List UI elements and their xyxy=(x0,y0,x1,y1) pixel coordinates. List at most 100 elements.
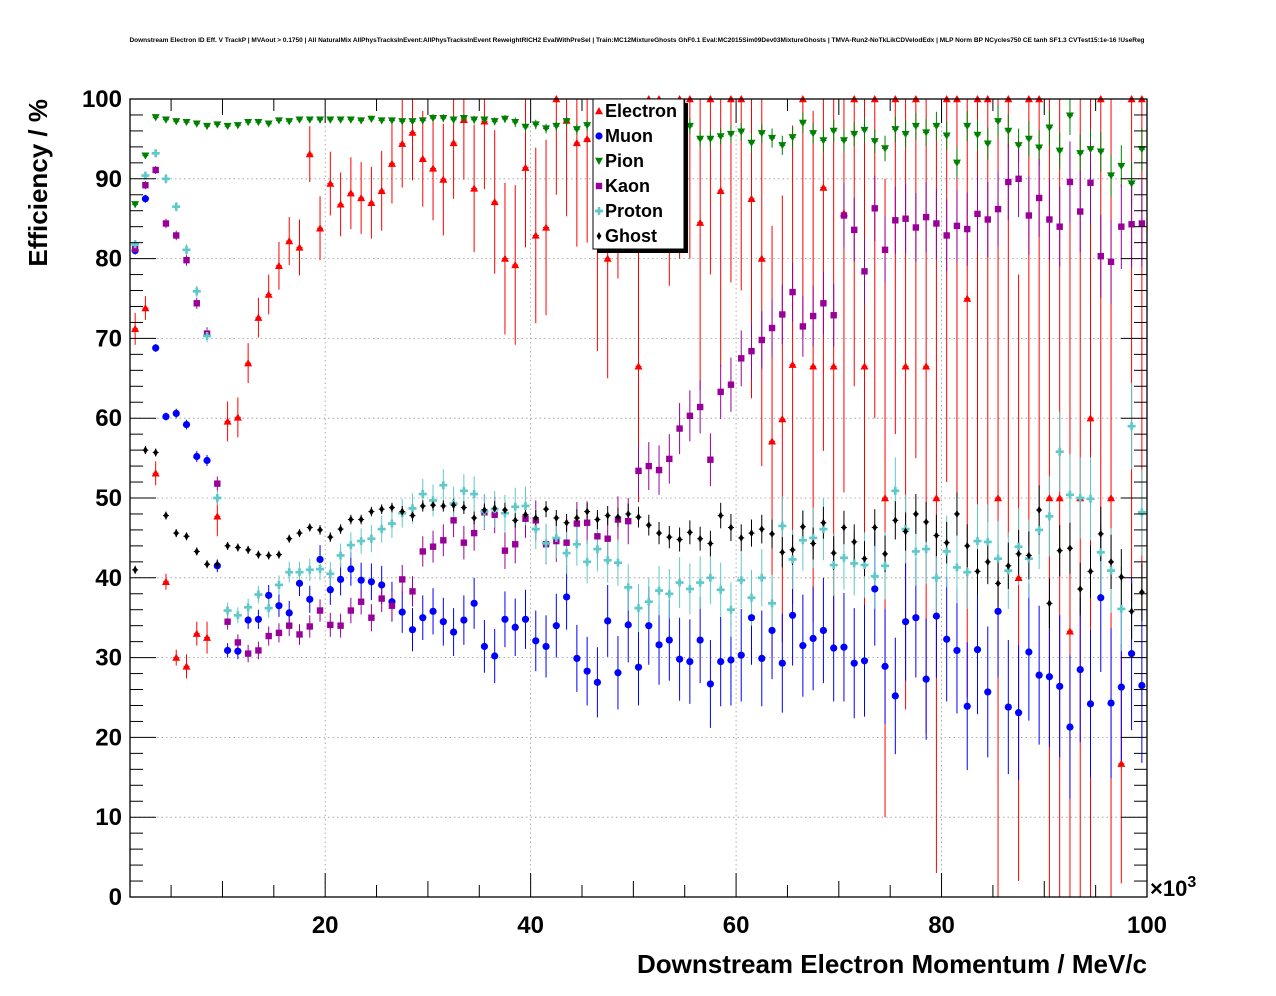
kaon-point xyxy=(347,607,355,614)
pion-point xyxy=(562,118,571,126)
proton-point xyxy=(798,536,807,545)
kaon-point xyxy=(1066,178,1074,186)
proton-point xyxy=(161,174,170,183)
legend-label-pion: Pion xyxy=(605,151,644,171)
kaon-point xyxy=(994,205,1002,213)
x-axis-multiplier: ×103 xyxy=(1150,874,1196,901)
pion-point xyxy=(942,132,951,140)
proton-point xyxy=(952,563,961,572)
ghost-point xyxy=(625,509,631,518)
pion-point xyxy=(922,129,931,137)
proton-point xyxy=(634,604,643,613)
muon-point xyxy=(306,595,314,603)
muon-point xyxy=(984,688,992,696)
electron-point xyxy=(1065,627,1074,635)
kaon-point xyxy=(789,288,796,296)
pion-point xyxy=(1086,146,1095,154)
proton-point xyxy=(778,521,787,530)
muon-point xyxy=(871,585,879,593)
ghost-point xyxy=(944,538,950,547)
ghost-point xyxy=(738,533,744,542)
muon-point xyxy=(470,599,478,607)
proton-point xyxy=(583,557,592,566)
muon-point xyxy=(1107,699,1115,707)
muon-point xyxy=(819,626,828,635)
proton-point xyxy=(233,611,242,620)
proton-point xyxy=(706,573,715,582)
kaon-point xyxy=(357,598,365,605)
legend-box xyxy=(592,98,685,250)
muon-point xyxy=(912,614,920,622)
ghost-point xyxy=(543,505,549,514)
ghost-point xyxy=(327,533,333,542)
muon-point xyxy=(244,616,252,624)
proton-point xyxy=(819,525,828,534)
electron-point xyxy=(408,128,417,136)
pion-point xyxy=(901,130,910,139)
proton-point xyxy=(326,569,335,578)
ghost-point xyxy=(862,554,867,563)
electron-point xyxy=(572,138,581,147)
y-tick-label: 40 xyxy=(95,565,122,592)
pion-point xyxy=(583,122,592,130)
pion-point xyxy=(829,127,838,135)
ghost-point xyxy=(708,539,713,548)
pion-point xyxy=(1024,135,1033,143)
y-tick-label: 100 xyxy=(82,86,122,113)
y-axis-title: Efficiency / % xyxy=(23,99,53,267)
muon-point xyxy=(1035,671,1043,679)
ghost-point xyxy=(461,503,467,512)
ghost-point xyxy=(451,501,456,510)
kaon-point xyxy=(131,245,139,253)
pion-point xyxy=(131,201,140,209)
kaon-point xyxy=(645,462,652,470)
proton-point xyxy=(531,525,540,534)
x-axis-title: Downstream Electron Momentum / MeV/c xyxy=(637,949,1147,979)
ghost-point xyxy=(235,543,241,552)
muon-point xyxy=(830,644,838,652)
muon-point xyxy=(614,669,622,677)
pion-point xyxy=(1004,127,1013,135)
ghost-point xyxy=(615,513,621,522)
electron-point xyxy=(860,362,869,370)
proton-point xyxy=(316,565,325,574)
muon-point xyxy=(1014,709,1023,717)
ghost-point xyxy=(1057,546,1063,555)
electron-point xyxy=(1117,759,1126,767)
ghost-point xyxy=(410,511,415,520)
ghost-point xyxy=(841,523,847,532)
kaon-point xyxy=(851,226,858,234)
ghost-point xyxy=(564,518,569,527)
legend-label-ghost: Ghost xyxy=(605,226,657,246)
proton-point xyxy=(295,568,304,577)
pion-point xyxy=(788,134,797,142)
pion-point xyxy=(737,128,746,136)
electron-point xyxy=(511,260,520,269)
pion-point xyxy=(387,117,396,125)
kaon-point xyxy=(686,412,694,420)
pion-point xyxy=(881,145,890,153)
muon-point xyxy=(943,635,951,643)
proton-point xyxy=(922,545,931,554)
pion-point xyxy=(274,117,283,125)
electron-point xyxy=(881,494,890,502)
pion-point xyxy=(1096,148,1105,156)
proton-point xyxy=(305,565,314,574)
ghost-point xyxy=(985,557,991,566)
muon-point xyxy=(182,420,191,429)
muon-point xyxy=(665,636,673,644)
ghost-point xyxy=(225,541,230,550)
electron-point xyxy=(285,237,294,245)
electron-point xyxy=(244,359,253,367)
proton-point xyxy=(860,561,869,570)
pion-point xyxy=(367,115,376,123)
pion-point xyxy=(572,126,581,134)
ghost-point xyxy=(143,446,148,455)
kaon-point xyxy=(840,212,848,219)
kaon-point xyxy=(460,539,468,546)
ghost-point xyxy=(851,537,857,546)
electron-point xyxy=(151,469,160,477)
muon-point xyxy=(521,615,530,623)
muon-point xyxy=(850,659,858,667)
ghost-point xyxy=(790,545,795,554)
